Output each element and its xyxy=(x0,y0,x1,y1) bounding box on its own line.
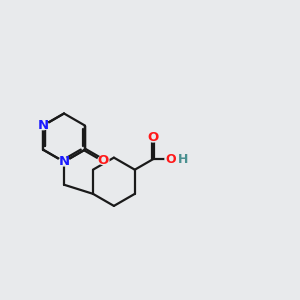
Text: O: O xyxy=(165,153,176,166)
Ellipse shape xyxy=(98,156,109,164)
Text: N: N xyxy=(38,119,49,132)
Text: O: O xyxy=(98,154,109,167)
Text: H: H xyxy=(178,153,188,166)
Ellipse shape xyxy=(38,122,49,130)
Text: N: N xyxy=(58,155,70,168)
Ellipse shape xyxy=(148,134,159,142)
Text: O: O xyxy=(148,131,159,144)
Ellipse shape xyxy=(58,158,70,166)
Ellipse shape xyxy=(165,155,176,163)
Ellipse shape xyxy=(177,155,189,163)
